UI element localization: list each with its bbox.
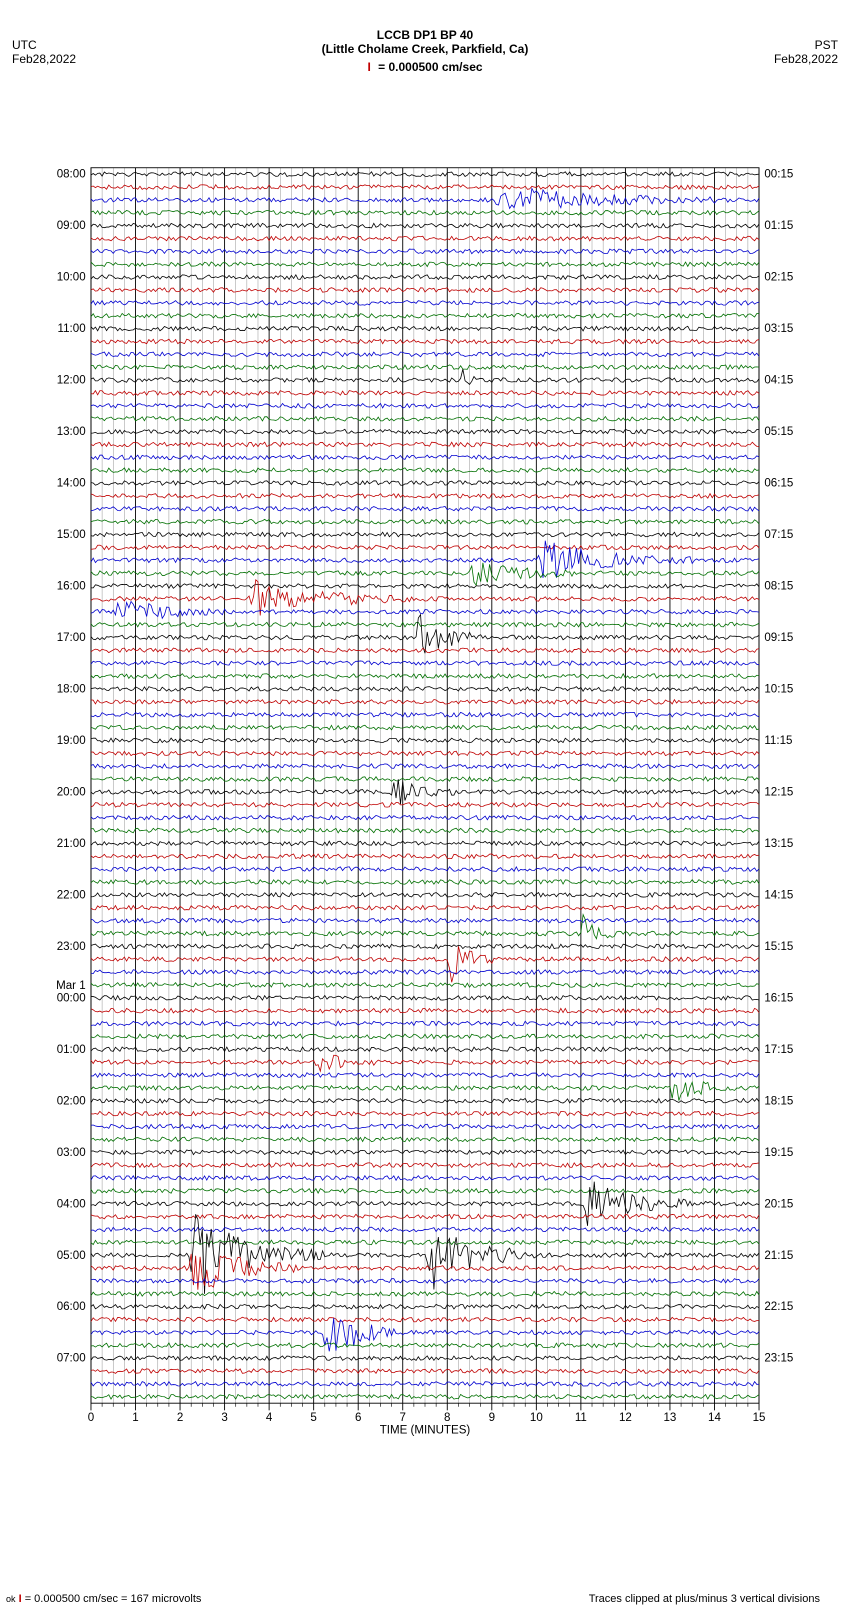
scale-tick-icon: I [367,60,370,74]
svg-text:6: 6 [355,1412,361,1424]
svg-text:09:00: 09:00 [57,220,86,232]
svg-text:TIME (MINUTES): TIME (MINUTES) [380,1424,471,1436]
svg-text:00:00: 00:00 [57,992,86,1004]
svg-text:11:00: 11:00 [58,323,86,335]
svg-text:12: 12 [619,1412,632,1424]
svg-text:22:00: 22:00 [57,889,86,901]
svg-text:04:15: 04:15 [764,375,793,387]
svg-text:16:00: 16:00 [57,581,86,593]
scale-text: = 0.000500 cm/sec [375,60,483,74]
seismograph-svg: 08:00 00:15 09:00 01:15 10:00 02:15 11:00 03:15… [50,90,800,1513]
svg-text:23:15: 23:15 [764,1353,793,1365]
svg-text:7: 7 [400,1412,406,1424]
svg-text:09:15: 09:15 [764,632,793,644]
svg-text:23:00: 23:00 [57,941,86,953]
footer-clip-note: Traces clipped at plus/minus 3 vertical … [589,1593,820,1605]
svg-text:01:15: 01:15 [764,220,793,232]
svg-text:05:00: 05:00 [57,1250,86,1262]
svg-text:03:00: 03:00 [57,1147,86,1159]
svg-text:20:00: 20:00 [57,786,86,798]
svg-text:13: 13 [664,1412,677,1424]
svg-text:00:15: 00:15 [764,169,793,181]
svg-text:15:00: 15:00 [57,529,86,541]
svg-text:11:15: 11:15 [764,735,792,747]
svg-text:19:00: 19:00 [57,735,86,747]
svg-text:15: 15 [753,1412,766,1424]
svg-text:10:00: 10:00 [57,272,86,284]
svg-text:16:15: 16:15 [764,992,793,1004]
svg-text:11: 11 [575,1412,587,1424]
svg-text:17:00: 17:00 [57,632,86,644]
svg-text:12:00: 12:00 [57,375,86,387]
footer-scale: ok I = 0.000500 cm/sec = 167 microvolts [6,1593,201,1605]
svg-text:07:00: 07:00 [57,1353,86,1365]
svg-text:02:00: 02:00 [57,1095,86,1107]
svg-text:02:15: 02:15 [764,272,793,284]
svg-text:21:15: 21:15 [764,1250,793,1262]
svg-text:22:15: 22:15 [764,1301,793,1313]
svg-text:14:00: 14:00 [57,478,86,490]
svg-text:19:15: 19:15 [764,1147,793,1159]
svg-text:15:15: 15:15 [764,941,793,953]
footer-scale-text: = 0.000500 cm/sec = 167 microvolts [25,1593,202,1605]
svg-text:3: 3 [221,1412,227,1424]
svg-text:0: 0 [88,1412,94,1424]
svg-text:07:15: 07:15 [764,529,793,541]
svg-text:5: 5 [310,1412,316,1424]
svg-text:9: 9 [489,1412,495,1424]
svg-text:14:15: 14:15 [764,889,793,901]
svg-text:03:15: 03:15 [764,323,793,335]
svg-text:10: 10 [530,1412,543,1424]
svg-text:17:15: 17:15 [764,1044,793,1056]
svg-text:12:15: 12:15 [764,786,793,798]
header-right: PST Feb28,2022 [774,38,838,66]
svg-text:08:00: 08:00 [57,169,86,181]
scale-indicator: I = 0.000500 cm/sec [0,60,850,74]
station-code: LCCB DP1 BP 40 [0,28,850,42]
svg-text:Mar 1: Mar 1 [56,980,86,992]
right-timezone: PST [774,38,838,52]
svg-text:1: 1 [132,1412,138,1424]
svg-text:08:15: 08:15 [764,581,793,593]
left-timezone: UTC [12,38,76,52]
svg-text:13:15: 13:15 [764,838,793,850]
svg-text:21:00: 21:00 [57,838,86,850]
svg-text:10:15: 10:15 [764,684,793,696]
svg-text:06:15: 06:15 [764,478,793,490]
right-date: Feb28,2022 [774,52,838,66]
header-left: UTC Feb28,2022 [12,38,76,66]
left-date: Feb28,2022 [12,52,76,66]
svg-text:2: 2 [177,1412,183,1424]
header-center: LCCB DP1 BP 40 (Little Cholame Creek, Pa… [0,28,850,74]
svg-text:18:15: 18:15 [764,1095,793,1107]
svg-text:18:00: 18:00 [57,684,86,696]
svg-text:05:15: 05:15 [764,426,793,438]
svg-text:01:00: 01:00 [57,1044,86,1056]
plot-area: 08:00 00:15 09:00 01:15 10:00 02:15 11:00 03:15… [50,90,800,1513]
svg-text:13:00: 13:00 [57,426,86,438]
svg-text:20:15: 20:15 [764,1198,793,1210]
station-name: (Little Cholame Creek, Parkfield, Ca) [0,42,850,56]
seismograph-page: UTC Feb28,2022 LCCB DP1 BP 40 (Little Ch… [0,0,850,1613]
svg-text:8: 8 [444,1412,450,1424]
svg-text:04:00: 04:00 [57,1198,86,1210]
svg-text:06:00: 06:00 [57,1301,86,1313]
svg-text:4: 4 [266,1412,273,1424]
svg-text:14: 14 [708,1412,721,1424]
header: UTC Feb28,2022 LCCB DP1 BP 40 (Little Ch… [0,28,850,74]
